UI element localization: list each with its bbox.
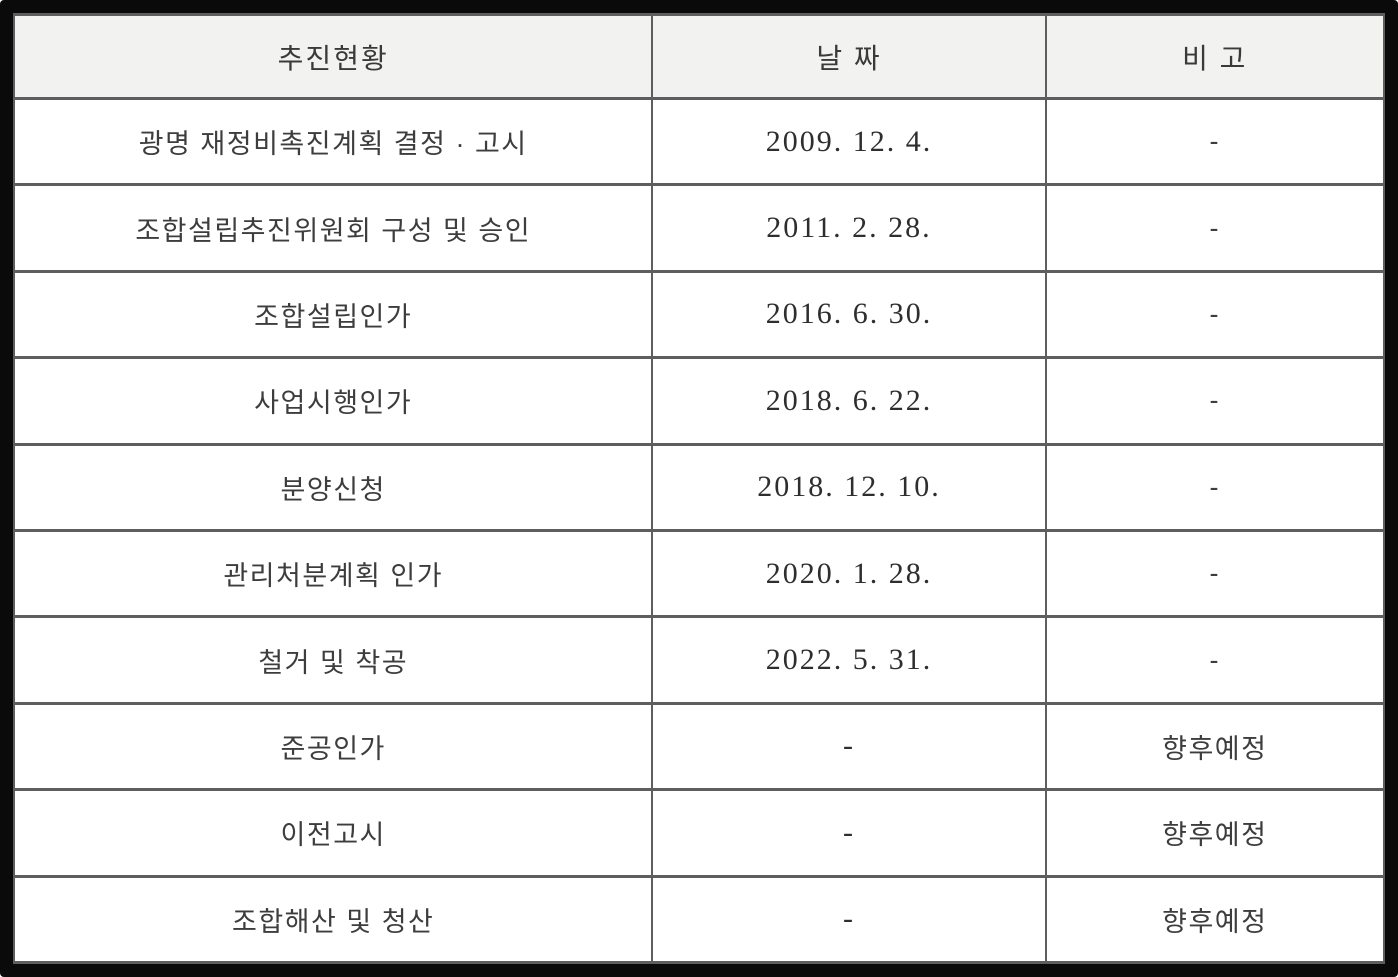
date-cell: 2018. 12. 10. [651,442,1047,532]
note-cell: 향후예정 [1044,874,1385,964]
table-row: 이전고시 - 향후예정 [13,788,1385,878]
status-cell: 이전고시 [13,788,654,878]
table-row: 분양신청 2018. 12. 10. - [13,442,1385,532]
column-header-date: 날 짜 [651,13,1047,100]
note-cell: - [1044,96,1385,187]
date-cell: - [651,701,1047,792]
table-header: 추진현황 날 짜 비 고 [13,13,1385,100]
table-row: 조합해산 및 청산 - 향후예정 [13,874,1385,964]
note-cell: - [1044,615,1385,705]
status-cell: 조합해산 및 청산 [13,874,654,964]
date-cell: 2018. 6. 22. [651,356,1047,446]
table-row: 사업시행인가 2018. 6. 22. - [13,356,1385,446]
date-cell: - [651,874,1047,964]
table-body: 광명 재정비촉진계획 결정 · 고시 2009. 12. 4. - 조합설립추진… [13,96,1385,964]
status-cell: 분양신청 [13,442,654,532]
status-cell: 관리처분계획 인가 [13,528,654,619]
date-cell: 2011. 2. 28. [651,183,1047,273]
header-row: 추진현황 날 짜 비 고 [13,13,1385,100]
table-row: 준공인가 - 향후예정 [13,701,1385,792]
status-cell: 사업시행인가 [13,356,654,446]
date-cell: 2020. 1. 28. [651,528,1047,619]
note-cell: - [1044,442,1385,532]
status-cell: 준공인가 [13,701,654,792]
note-cell: - [1044,183,1385,273]
date-cell: 2009. 12. 4. [651,96,1047,187]
status-cell: 조합설립인가 [13,269,654,360]
table-row: 조합설립추진위원회 구성 및 승인 2011. 2. 28. - [13,183,1385,273]
status-cell: 철거 및 착공 [13,615,654,705]
date-cell: 2016. 6. 30. [651,269,1047,360]
table-row: 관리처분계획 인가 2020. 1. 28. - [13,528,1385,619]
date-cell: - [651,788,1047,878]
note-cell: - [1044,269,1385,360]
note-cell: 향후예정 [1044,701,1385,792]
column-header-status: 추진현황 [13,13,654,100]
status-cell: 조합설립추진위원회 구성 및 승인 [13,183,654,273]
table-row: 철거 및 착공 2022. 5. 31. - [13,615,1385,705]
table-row: 조합설립인가 2016. 6. 30. - [13,269,1385,360]
date-cell: 2022. 5. 31. [651,615,1047,705]
table-row: 광명 재정비촉진계획 결정 · 고시 2009. 12. 4. - [13,96,1385,187]
note-cell: 향후예정 [1044,788,1385,878]
note-cell: - [1044,528,1385,619]
project-progress-table: 추진현황 날 짜 비 고 광명 재정비촉진계획 결정 · 고시 2009. 12… [13,13,1385,964]
status-cell: 광명 재정비촉진계획 결정 · 고시 [13,96,654,187]
note-cell: - [1044,356,1385,446]
column-header-note: 비 고 [1044,13,1385,100]
